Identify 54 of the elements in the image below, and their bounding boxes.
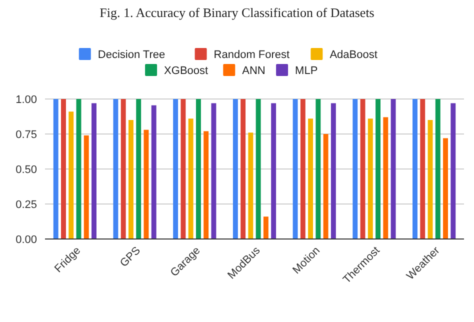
bar [271,103,276,239]
bar [368,118,373,239]
bar [113,99,118,239]
bar [53,99,58,239]
bar [61,99,66,239]
bar [128,120,134,239]
bar [412,99,418,239]
bar [443,138,448,239]
bar [188,118,194,239]
bar [263,216,268,239]
bar [173,99,178,239]
bar [136,99,142,239]
bar [435,99,440,239]
bar [144,130,149,239]
bar [256,99,261,239]
bar [292,99,298,239]
y-tick-label: 0.75 [16,128,37,141]
y-tick-label: 1.00 [16,94,37,106]
bar [428,120,433,239]
bar [180,99,186,239]
bar [76,99,82,239]
legend-label: XGBoost [164,64,208,77]
bar [204,131,209,239]
bar [248,132,254,239]
bar [330,103,336,239]
bar [151,105,156,239]
bar [323,134,328,239]
bar [308,118,314,239]
bar [316,99,321,239]
legend-label: AdaBoost [330,48,378,61]
bar [390,99,396,239]
y-tick-label: 0.00 [16,234,37,246]
bar [196,99,201,239]
legend-label: ANN [242,64,266,77]
bar [352,99,358,239]
bar [120,99,126,239]
bar [240,99,246,239]
bar [360,99,366,239]
bar [450,103,456,239]
bar [68,112,74,239]
y-tick-label: 0.25 [16,198,37,211]
chart-title: Fig. 1. Accuracy of Binary Classification of Datasets [100,5,374,20]
legend-label: MLP [295,64,318,77]
bar [300,99,306,239]
bar [376,99,381,239]
bar [84,135,89,239]
y-tick-label: 0.50 [16,164,37,176]
legend-label: Decision Tree [98,48,166,61]
legend-label: Random Forest [214,48,290,61]
bar [92,103,96,239]
bar [420,99,426,239]
bar [211,103,216,239]
bar [383,117,388,239]
bar [232,99,238,239]
